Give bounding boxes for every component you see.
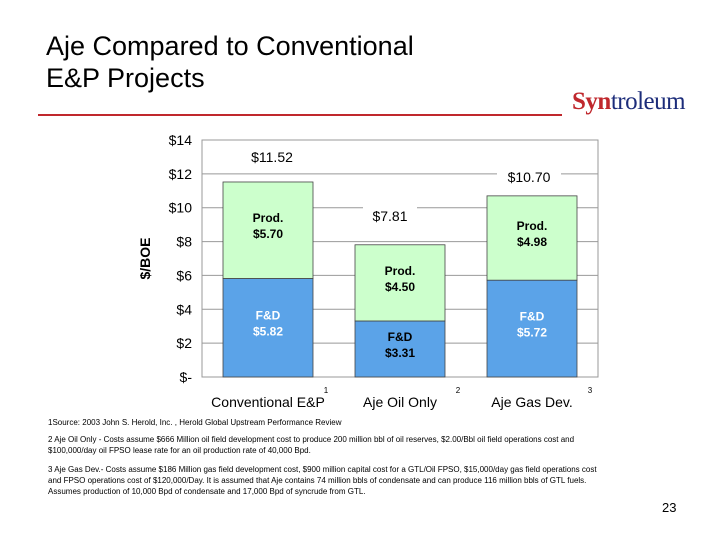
slide-title-line-2: E&P Projects xyxy=(46,63,205,93)
bar-fd-name-label: F&D xyxy=(520,310,545,324)
y-tick-label: $14 xyxy=(169,132,193,148)
bar-fd-value-label: $3.31 xyxy=(385,346,415,360)
y-tick-label: $4 xyxy=(176,301,192,317)
logo-text-troleum: troleum xyxy=(610,88,686,115)
slide-title-line-1: Aje Compared to Conventional xyxy=(46,31,414,61)
bar-fd-name-label: F&D xyxy=(388,330,413,344)
total-label-box xyxy=(240,147,304,167)
logo-text-syn: Syn xyxy=(572,88,611,115)
bar-prod xyxy=(354,244,446,322)
bar-fd xyxy=(222,278,314,378)
footnote-3: 3 Aje Gas Dev.- Costs assume $186 Millio… xyxy=(48,465,597,496)
total-label-box xyxy=(363,206,417,226)
bar-prod xyxy=(222,181,314,279)
total-label: $10.70 xyxy=(508,169,551,185)
x-tick-footnote: 1 xyxy=(324,386,329,395)
page-number: 23 xyxy=(662,500,677,515)
bar-fd-value-label: $5.72 xyxy=(517,326,547,340)
y-tick-label: $12 xyxy=(169,166,193,182)
stacked-bar-chart: $- $2 $4 $6 $8 $10 $12 $14 $/BOE F&D $5.82 Prod. $5.… xyxy=(137,132,599,410)
y-axis-label: $/BOE xyxy=(137,237,153,279)
x-tick-label: Conventional E&P xyxy=(211,394,325,410)
y-tick-label: $2 xyxy=(176,335,192,351)
bar-prod-value-label: $4.98 xyxy=(517,235,547,249)
syntroleum-logo: Syntroleum xyxy=(572,88,686,116)
y-tick-label: $6 xyxy=(176,267,192,283)
y-tick-label: $- xyxy=(180,369,193,385)
footnote-1: 1Source: 2003 John S. Herold, Inc. , Her… xyxy=(48,418,342,427)
x-tick-footnote: 2 xyxy=(456,386,461,395)
bar-prod-name-label: Prod. xyxy=(385,264,416,278)
x-tick-label: Aje Oil Only xyxy=(363,394,437,410)
bar-fd xyxy=(486,279,578,378)
title-divider xyxy=(38,114,562,116)
x-tick-footnote: 3 xyxy=(588,386,593,395)
bar-prod-value-label: $4.50 xyxy=(385,280,415,294)
bar-prod-name-label: Prod. xyxy=(517,219,548,233)
total-label: $7.81 xyxy=(372,208,407,224)
bar-prod xyxy=(486,195,578,281)
y-tick-label: $8 xyxy=(176,234,192,250)
bar-fd xyxy=(354,320,446,378)
bar-prod-name-label: Prod. xyxy=(253,211,284,225)
footnote-2: 2 Aje Oil Only - Costs assume $666 Milli… xyxy=(48,435,575,455)
y-tick-label: $10 xyxy=(169,200,193,216)
bar-fd-value-label: $5.82 xyxy=(253,325,283,339)
x-tick-label: Aje Gas Dev. xyxy=(491,394,572,410)
bar-prod-value-label: $5.70 xyxy=(253,227,283,241)
total-label-box xyxy=(497,167,561,187)
bar-fd-name-label: F&D xyxy=(256,309,281,323)
slide-title: Aje Compared to Conventional E&P Project… xyxy=(46,30,516,94)
total-label: $11.52 xyxy=(251,149,293,165)
